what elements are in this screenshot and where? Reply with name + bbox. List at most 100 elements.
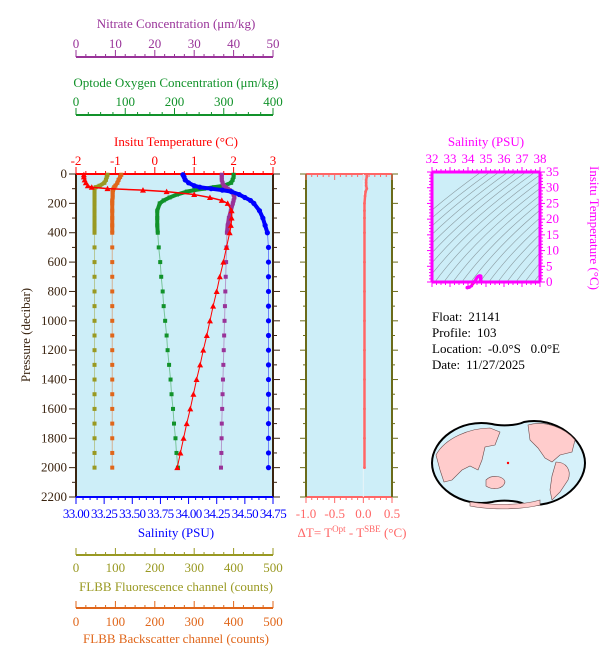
pressure-tick-label: 1600 — [41, 401, 67, 416]
oxygen-point — [155, 223, 160, 228]
temperature-tick-label: 3 — [270, 153, 277, 168]
fluorescence-point — [92, 189, 97, 194]
temperature-point — [228, 207, 235, 214]
temperature-point — [88, 184, 95, 190]
oxygen-point — [160, 289, 165, 294]
fluorescence-point — [92, 208, 97, 213]
nitrate-point — [222, 333, 227, 338]
salinity-point — [260, 215, 266, 221]
salinity-point — [265, 376, 272, 383]
fluorescence-point — [92, 223, 97, 228]
backscatter-point — [110, 392, 115, 397]
oxygen-point — [155, 230, 160, 235]
temperature-point — [226, 229, 233, 236]
float-label: Float: — [432, 309, 462, 324]
ts-temperature-tick-label: 25 — [546, 195, 559, 210]
backscatter-point — [118, 174, 123, 179]
oxygen-point — [171, 406, 176, 411]
nitrate-point — [226, 216, 231, 221]
oxygen-point — [184, 189, 189, 194]
fluorescence-tick-label: 500 — [263, 560, 283, 575]
delta-t-tick-label: 0.0 — [355, 506, 371, 521]
backscatter-point — [110, 450, 115, 455]
delta-t-point — [364, 181, 368, 185]
delta-t-point — [364, 178, 368, 182]
delta-t-point — [365, 187, 369, 191]
ts-temperature-tick-label: 15 — [546, 227, 559, 242]
delta-t-point — [363, 216, 366, 220]
fluorescence-point — [92, 195, 97, 200]
fluorescence-point — [97, 183, 102, 188]
fluorescence-tick-label: 300 — [184, 560, 204, 575]
backscatter-tick-label: 300 — [184, 614, 204, 629]
salinity-tick-label: 33.75 — [147, 506, 173, 521]
fluorescence-point — [92, 377, 97, 382]
pressure-tick-label: 400 — [48, 225, 68, 240]
ts-temperature-tick-label: 20 — [546, 211, 559, 226]
pressure-tick-label: 1400 — [41, 372, 67, 387]
oxygen-point — [169, 392, 174, 397]
nitrate-point — [222, 304, 227, 309]
oxygen-point — [230, 177, 235, 182]
backscatter-point — [110, 289, 115, 294]
fluorescence-point — [92, 245, 97, 250]
temperature-point — [187, 405, 194, 412]
nitrate-tick-label: 10 — [109, 36, 122, 51]
backscatter-point — [110, 245, 115, 250]
ts-salinity-tick-label: 32 — [426, 151, 439, 166]
salinity-point — [265, 391, 272, 397]
salinity-point — [197, 184, 203, 190]
salinity-point — [265, 347, 272, 353]
backscatter-point — [110, 198, 115, 203]
salinity-tick-label: 33.25 — [91, 506, 117, 521]
nitrate-tick-label: 50 — [267, 36, 280, 51]
nitrate-point — [222, 318, 227, 323]
backscatter-point — [115, 180, 120, 185]
backscatter-point — [110, 195, 115, 200]
backscatter-point — [116, 177, 121, 182]
oxygen-axis-title: Optode Oxygen Concentration (μm/kg) — [73, 75, 278, 90]
temperature-point — [228, 215, 235, 221]
pressure-tick-label: 2200 — [41, 489, 67, 504]
temperature-point — [84, 182, 91, 189]
nitrate-tick-label: 30 — [188, 36, 201, 51]
nitrate-tick-label: 40 — [227, 36, 240, 51]
pressure-tick-label: 0 — [61, 166, 68, 181]
ts-temperature-tick-label: 10 — [546, 243, 559, 258]
nitrate-point — [219, 436, 224, 441]
density-contour — [432, 172, 536, 264]
temperature-point — [206, 317, 213, 324]
temperature-tick-label: -2 — [71, 153, 82, 168]
salinity-point — [265, 303, 272, 309]
backscatter-tick-label: 100 — [106, 614, 126, 629]
fluorescence-point — [92, 406, 97, 411]
salinity-point — [228, 189, 234, 195]
plot-background — [432, 172, 540, 282]
oxygen-point — [172, 421, 177, 426]
nitrate-point — [220, 406, 225, 411]
salinity-tick-label: 34.25 — [204, 506, 230, 521]
nitrate-point — [224, 230, 229, 235]
salinity-point — [256, 208, 263, 214]
salinity-point — [219, 187, 225, 193]
salinity-point — [265, 244, 272, 251]
backscatter-tick-label: 200 — [145, 614, 165, 629]
oxygen-point — [161, 304, 166, 309]
density-contour — [432, 174, 540, 275]
backscatter-tick-label: 0 — [73, 614, 80, 629]
backscatter-point — [110, 318, 115, 323]
oxygen-point — [167, 362, 172, 367]
oxygen-point — [174, 192, 179, 197]
fluorescence-point — [92, 392, 97, 397]
backscatter-point — [110, 377, 115, 382]
ts-salinity-tick-label: 33 — [444, 151, 457, 166]
delta-t-point — [363, 407, 366, 411]
float-location-marker — [506, 461, 510, 465]
salinity-point — [191, 183, 197, 189]
ts-temperature-tick-label: 5 — [546, 258, 553, 273]
pressure-tick-label: 1800 — [41, 430, 67, 445]
oxygen-point — [192, 188, 197, 193]
oxygen-point — [231, 172, 236, 177]
nitrate-point — [220, 180, 225, 185]
oxygen-point — [155, 208, 160, 213]
